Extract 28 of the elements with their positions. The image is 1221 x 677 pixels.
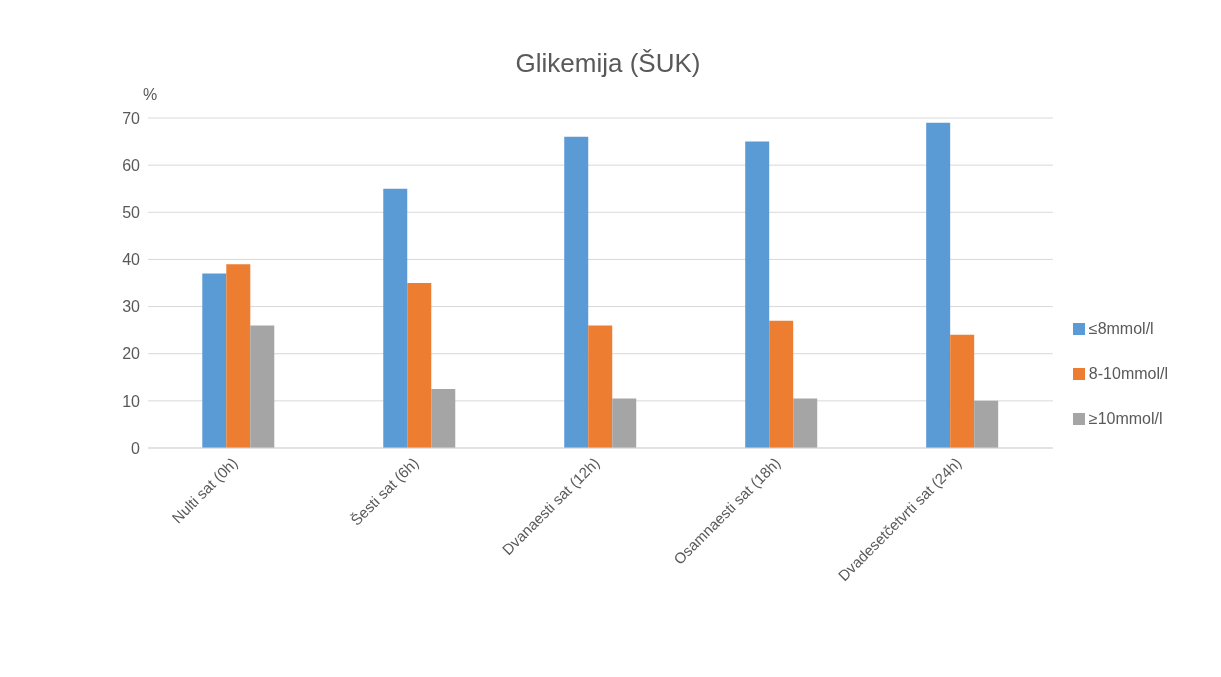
bar: [407, 283, 432, 448]
bar: [226, 264, 251, 448]
bar: [745, 141, 770, 448]
y-tick-label: 30: [122, 298, 141, 316]
bar: [202, 273, 227, 448]
bar: [250, 325, 275, 448]
bar: [926, 122, 951, 448]
y-tick-label: 0: [131, 439, 141, 457]
y-tick-label: 40: [122, 251, 141, 269]
y-tick-label: 60: [122, 156, 141, 174]
y-tick-label: 10: [122, 392, 141, 410]
legend-label: 8-10mmol/l: [1088, 364, 1168, 382]
y-axis-title: %: [143, 86, 158, 104]
y-tick-label: 70: [122, 109, 141, 127]
y-tick-label: 50: [122, 203, 141, 221]
bar: [612, 398, 637, 448]
chart-title: Glikemija (ŠUK): [515, 48, 701, 78]
bar: [793, 398, 818, 448]
bar: [564, 136, 589, 448]
legend-label: ≤8mmol/l: [1088, 319, 1154, 337]
bar: [950, 334, 975, 448]
bar: [431, 389, 456, 448]
bar: [974, 400, 999, 448]
legend-label: ≥10mmol/l: [1088, 409, 1163, 427]
bar: [383, 188, 408, 448]
bar: [588, 325, 613, 448]
bar: [769, 320, 794, 448]
y-tick-label: 20: [122, 345, 141, 363]
